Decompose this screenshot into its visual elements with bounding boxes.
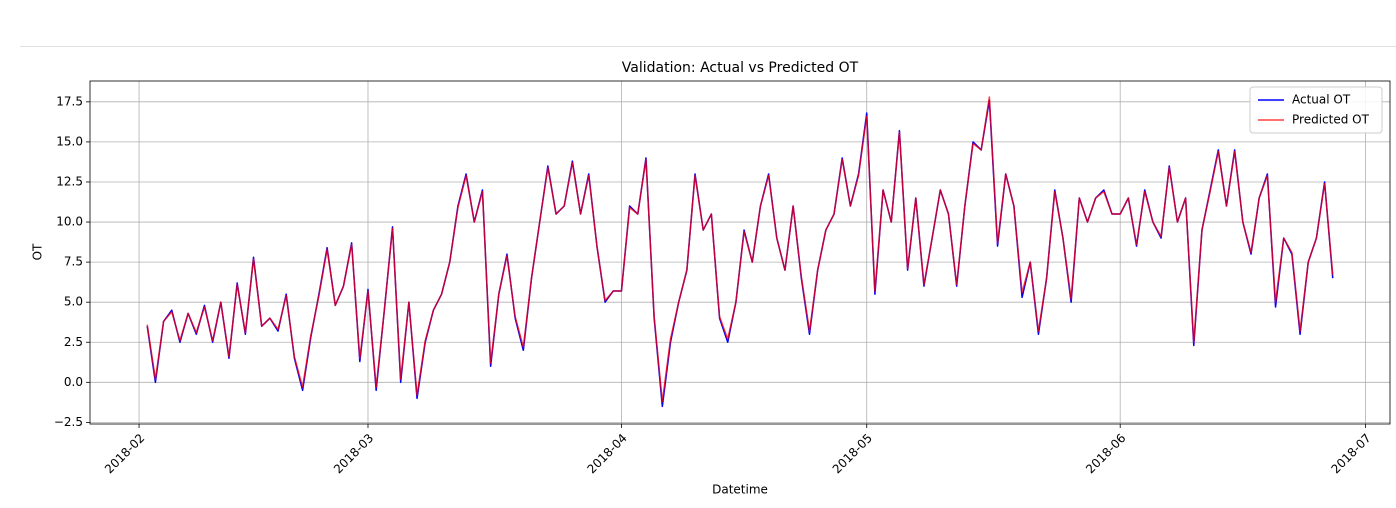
legend-label: Predicted OT	[1292, 113, 1370, 127]
x-tick-label: 2018-02	[102, 431, 147, 476]
legend-label: Actual OT	[1292, 93, 1351, 107]
series-line	[146, 99, 1334, 408]
y-tick-label: 0.0	[64, 375, 83, 389]
plot-frame	[89, 80, 1391, 425]
y-tick-label: 2.5	[64, 335, 83, 349]
y-tick-label: 17.5	[56, 94, 83, 108]
x-tick-label: 2018-06	[1083, 431, 1128, 476]
y-tick-label: 7.5	[64, 255, 83, 269]
y-axis-label: OT	[31, 243, 45, 260]
x-tick-label: 2018-04	[584, 431, 629, 476]
x-axis-label: Datetime	[712, 483, 768, 497]
y-tick-label: 5.0	[64, 295, 83, 309]
legend-box	[1249, 86, 1383, 134]
series-line	[146, 96, 1334, 403]
x-tick-label: 2018-03	[331, 431, 376, 476]
x-tick-label: 2018-05	[830, 431, 875, 476]
x-tick-label: 2018-07	[1328, 431, 1373, 476]
chart-title: Validation: Actual vs Predicted OT	[622, 60, 859, 76]
y-tick-label: 15.0	[56, 134, 83, 148]
y-tick-label: 10.0	[56, 215, 83, 229]
y-tick-label: −2.5	[54, 415, 83, 429]
y-tick-label: 12.5	[56, 174, 83, 188]
